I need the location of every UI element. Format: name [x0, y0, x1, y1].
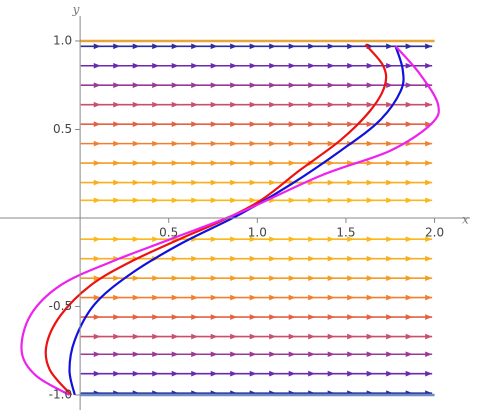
x-tick-label: 2.0: [425, 225, 444, 239]
axes: 0.5 1.0 1.5 2.0 -1.0 -0.5 0.5 1.0: [0, 16, 470, 410]
y-axis-label: y: [72, 3, 80, 17]
streamline: [44, 43, 388, 396]
x-tick-label: 0.5: [159, 225, 178, 239]
y-tick-label: -1.0: [49, 387, 72, 401]
streamline: [68, 45, 405, 396]
y-tick-label: 0.5: [53, 122, 72, 136]
x-tick-label: 1.5: [336, 225, 355, 239]
x-axis-label: x: [462, 213, 469, 227]
streamline: [20, 45, 440, 396]
y-tick-label: 1.0: [53, 33, 72, 47]
lines: [20, 39, 440, 397]
vector-field: [80, 43, 433, 396]
y-tick-label: -0.5: [49, 299, 72, 313]
x-tick-label: 1.0: [248, 225, 267, 239]
